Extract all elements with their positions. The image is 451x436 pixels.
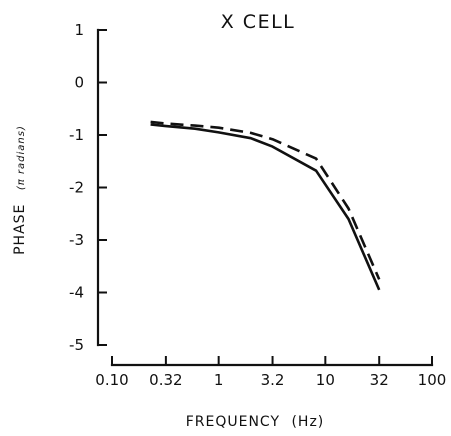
y-tick-label: -5	[69, 336, 84, 354]
y-tick-label: 0	[74, 74, 84, 92]
y-axis-ticks: 1 0 -1 -2 -3 -4 -5	[69, 21, 107, 354]
x-axis-ticks: 0.10 0.32 1 3.2 10 32 100	[95, 356, 446, 389]
x-tick-label: 32	[370, 371, 389, 389]
x-axis-label: FREQUENCY	[186, 414, 280, 430]
y-tick-label: -2	[69, 179, 84, 197]
x-tick-label: 0.32	[149, 371, 182, 389]
series-line-dashed	[150, 120, 381, 280]
series-line-solid	[150, 123, 381, 291]
chart-title: X CELL	[221, 11, 296, 33]
series-layer	[150, 120, 381, 291]
x-axis-unit: (Hz)	[291, 414, 324, 430]
y-axis-title: PHASE (π radians)	[12, 125, 28, 255]
y-tick-label: -4	[69, 284, 84, 302]
x-tick-label: 10	[316, 371, 335, 389]
y-axis-unit: (π radians)	[16, 125, 27, 190]
y-axis-label: PHASE	[12, 204, 28, 255]
x-axis-title: FREQUENCY (Hz)	[186, 414, 325, 430]
y-tick-label: -1	[69, 126, 84, 144]
x-tick-label: 3.2	[261, 371, 285, 389]
y-tick-label: -3	[69, 231, 84, 249]
y-tick-label: 1	[74, 21, 84, 39]
x-tick-label: 100	[418, 371, 447, 389]
x-tick-label: 0.10	[95, 371, 128, 389]
x-tick-label: 1	[214, 371, 224, 389]
